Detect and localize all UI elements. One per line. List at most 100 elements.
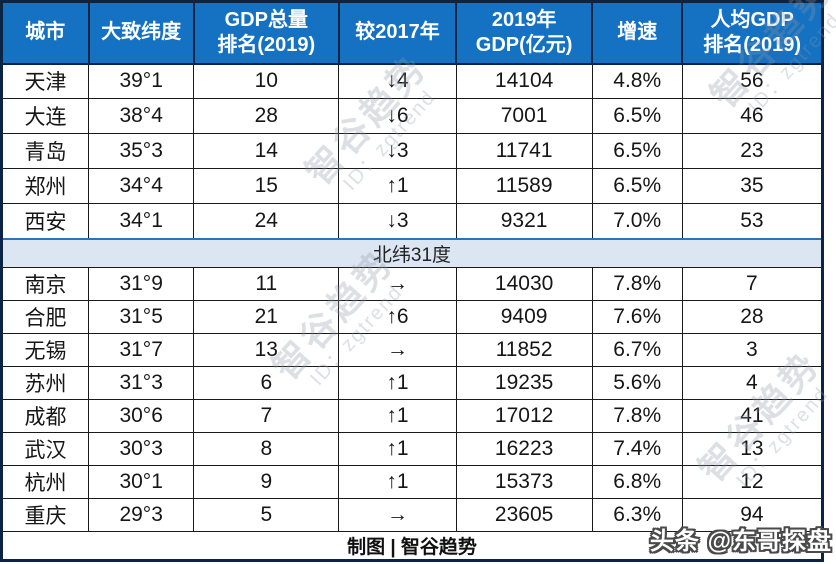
per-capita-rank-cell: 3 [681,332,824,367]
column-header-city: 城市 [0,0,90,65]
latitude-cell: 30°3 [88,431,195,466]
latitude-cell: 34°4 [88,168,195,204]
gdp-2019-cell: 11589 [455,168,593,204]
table-row-青岛: 青岛 35°3 14 ↓3 11741 6.5% 23 [0,133,824,169]
gdp-rank-cell: 7 [193,398,340,433]
table-row-南京: 南京 31°9 11 → 14030 7.8% 7 [0,266,824,301]
change-cell: ↑1 [338,168,457,204]
growth-cell: 4.8% [591,63,683,99]
latitude-cell: 30°6 [88,398,195,433]
gdp-2019-cell: 9409 [455,299,593,334]
per-capita-rank-cell: 46 [681,98,824,134]
growth-cell: 5.6% [591,365,683,400]
separator-row: 北纬31度 [1,237,823,268]
growth-cell: 6.5% [591,133,683,169]
column-header-per-capita-rank: 人均GDP 排名(2019) [681,0,824,65]
per-capita-rank-cell: 94 [681,497,824,532]
table-row-武汉: 武汉 30°3 8 ↑1 16223 7.4% 13 [0,431,824,466]
table-row-苏州: 苏州 31°3 6 ↑1 19235 5.6% 4 [0,365,824,400]
column-header-gdp-rank: GDP总量 排名(2019) [192,0,340,65]
city-cell: 重庆 [0,497,90,532]
byline-overlay: 头条 @东哥探盘 [649,528,832,555]
growth-cell: 6.5% [591,98,683,134]
gdp-2019-cell: 16223 [455,431,593,466]
gdp-rank-cell: 5 [193,497,340,532]
city-cell: 合肥 [0,299,90,334]
gdp-2019-cell: 15373 [455,464,593,499]
city-cell: 无锡 [0,332,90,367]
gdp-rank-cell: 24 [193,203,340,239]
table-row-无锡: 无锡 31°7 13 → 11852 6.7% 3 [0,332,824,367]
gdp-rank-cell: 21 [193,299,340,334]
gdp-rank-cell: 6 [193,365,340,400]
change-cell: → [338,266,457,301]
city-cell: 大连 [0,98,90,134]
change-cell: ↑1 [338,398,457,433]
footer-credit: 制图 | 智谷趋势 [1,530,823,561]
column-header-growth: 增速 [591,0,684,65]
per-capita-rank-cell: 7 [681,266,824,301]
column-header-gdp-2019: 2019年 GDP(亿元) [455,0,594,65]
growth-cell: 6.7% [591,332,683,367]
table-row-大连: 大连 38°4 28 ↓6 7001 6.5% 46 [0,98,824,134]
per-capita-rank-cell: 23 [681,133,824,169]
per-capita-rank-cell: 12 [681,464,824,499]
gdp-rank-cell: 9 [193,464,340,499]
growth-cell: 6.3% [591,497,683,532]
per-capita-rank-cell: 35 [681,168,824,204]
per-capita-rank-cell: 4 [681,365,824,400]
gdp-rank-cell: 8 [193,431,340,466]
gdp-2019-cell: 14104 [455,63,593,99]
change-cell: → [338,497,457,532]
per-capita-rank-cell: 13 [681,431,824,466]
table-row-杭州: 杭州 30°1 9 ↑1 15373 6.8% 12 [0,464,824,499]
gdp-rank-cell: 28 [193,98,340,134]
change-cell: ↓4 [338,63,457,99]
footer-row: 制图 | 智谷趋势 [1,530,823,561]
column-header-latitude: 大致纬度 [87,0,195,65]
city-cell: 杭州 [0,464,90,499]
gdp-2019-cell: 19235 [455,365,593,400]
latitude-cell: 35°3 [88,133,195,169]
gdp-2019-cell: 14030 [455,266,593,301]
latitude-cell: 31°7 [88,332,195,367]
table-row-西安: 西安 34°1 24 ↓3 9321 7.0% 53 [0,203,824,239]
latitude-cell: 39°1 [88,63,195,99]
gdp-2019-cell: 23605 [455,497,593,532]
separator-label: 北纬31度 [1,237,823,268]
change-cell: → [338,332,457,367]
latitude-cell: 30°1 [88,464,195,499]
gdp-rank-cell: 15 [193,168,340,204]
gdp-2019-cell: 11852 [455,332,593,367]
table-row-重庆: 重庆 29°3 5 → 23605 6.3% 94 [0,497,824,532]
gdp-2019-cell: 9321 [455,203,593,239]
growth-cell: 7.8% [591,266,683,301]
city-cell: 西安 [0,203,90,239]
table-row-天津: 天津 39°1 10 ↓4 14104 4.8% 56 [0,63,824,99]
per-capita-rank-cell: 56 [681,63,824,99]
latitude-cell: 31°9 [88,266,195,301]
change-cell: ↑1 [338,431,457,466]
latitude-cell: 31°5 [88,299,195,334]
column-header-change: 较2017年 [337,0,458,65]
table-row-成都: 成都 30°6 7 ↑1 17012 7.8% 41 [0,398,824,433]
gdp-rank-cell: 11 [193,266,340,301]
growth-cell: 6.5% [591,168,683,204]
per-capita-rank-cell: 53 [681,203,824,239]
table-row-郑州: 郑州 34°4 15 ↑1 11589 6.5% 35 [0,168,824,204]
latitude-cell: 34°1 [88,203,195,239]
latitude-cell: 29°3 [88,497,195,532]
change-cell: ↑1 [338,464,457,499]
gdp-rank-cell: 10 [193,63,340,99]
latitude-cell: 31°3 [88,365,195,400]
growth-cell: 7.4% [591,431,683,466]
change-cell: ↑6 [338,299,457,334]
gdp-rank-cell: 13 [193,332,340,367]
growth-cell: 6.8% [591,464,683,499]
gdp-2019-cell: 17012 [455,398,593,433]
growth-cell: 7.0% [591,203,683,239]
gdp-2019-cell: 11741 [455,133,593,169]
change-cell: ↓3 [338,133,457,169]
growth-cell: 7.6% [591,299,683,334]
